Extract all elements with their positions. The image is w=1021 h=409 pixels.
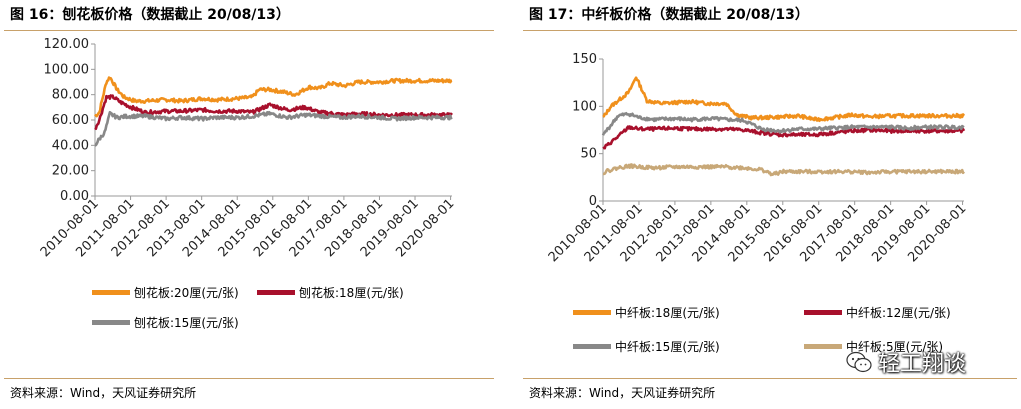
left-legend-label-2: 刨花板:15厘(元/张)	[134, 315, 239, 330]
right-series-line-0	[602, 76, 966, 123]
right-legend-item-3: 中纤板:5厘(元/张)	[804, 338, 943, 354]
left-y-tick-label-5: 100.00	[44, 62, 90, 77]
right-legend-label-3: 中纤板:5厘(元/张)	[846, 339, 944, 354]
right-series-line-2	[601, 112, 965, 136]
right-source-rule	[523, 378, 1017, 379]
left-y-tick-label-3: 60.00	[52, 113, 89, 128]
right-legend-item-0: 中纤板:18厘(元/张)	[573, 304, 720, 320]
left-y-tick-label-4: 80.00	[52, 88, 89, 103]
left-source-rule	[4, 378, 494, 379]
right-legend-swatch-2	[573, 343, 611, 349]
left-legend-swatch-1	[257, 289, 295, 295]
left-y-tick-label-6: 120.00	[44, 37, 90, 52]
right-source: 资料来源：Wind，天风证券研究所	[529, 386, 716, 400]
left-y-tick-label-0: 0.00	[60, 189, 89, 204]
left-figure-title: 图 16：刨花板价格（数据截止 20/08/13）	[10, 7, 290, 23]
right-title-rule	[523, 30, 1017, 31]
right-y-tick-label-0: 0	[589, 194, 597, 209]
right-series-line-3	[602, 163, 966, 177]
right-legend-item-1: 中纤板:12厘(元/张)	[804, 304, 951, 320]
left-y-tick-label-2: 40.00	[52, 138, 89, 153]
left-legend-swatch-0	[92, 289, 130, 295]
right-legend-label-2: 中纤板:15厘(元/张)	[615, 339, 720, 354]
left-legend-swatch-2	[92, 319, 130, 325]
left-y-tick-label-1: 20.00	[52, 164, 89, 179]
right-legend-item-2: 中纤板:15厘(元/张)	[573, 338, 720, 354]
right-y-tick-label-2: 100	[572, 99, 597, 114]
left-figure: 图 16：刨花板价格（数据截止 20/08/13） 0.00 20.00 40.00…	[0, 0, 498, 409]
left-legend-label-1: 刨花板:18厘(元/张)	[299, 285, 404, 300]
right-figure-title: 图 17：中纤板价格（数据截止 20/08/13）	[529, 7, 809, 23]
right-y-tick-label-1: 50	[580, 147, 597, 162]
wechat-icon	[846, 351, 872, 373]
right-legend-swatch-0	[573, 309, 611, 315]
left-legend-label-0: 刨花板:20厘(元/张)	[134, 285, 239, 300]
right-y-tick-label-3: 150	[572, 52, 597, 67]
left-chart: 0.0020.0040.0060.0080.00100.00120.002010…	[38, 37, 458, 260]
right-legend-swatch-3	[804, 343, 842, 349]
left-legend-item-0: 刨花板:20厘(元/张)	[92, 284, 239, 300]
right-legend-label-0: 中纤板:18厘(元/张)	[615, 305, 720, 320]
left-legend-item-1: 刨花板:18厘(元/张)	[257, 284, 404, 300]
left-title-rule	[4, 30, 494, 31]
left-series-line-2	[94, 110, 453, 147]
right-chart: 0501001502010-08-012011-08-012012-08-012…	[546, 52, 970, 265]
left-source: 资料来源：Wind，天风证券研究所	[10, 386, 197, 400]
left-series-line-0	[94, 76, 453, 118]
right-figure: 图 17：中纤板价格（数据截止 20/08/13） 0 50 100 150 2010-…	[521, 0, 1021, 409]
watermark-text: 轻工翔谈	[878, 352, 967, 377]
right-legend-swatch-1	[804, 309, 842, 315]
watermark: 轻工翔谈	[846, 346, 966, 378]
right-legend-label-1: 中纤板:12厘(元/张)	[846, 305, 951, 320]
left-legend-item-2: 刨花板:15厘(元/张)	[92, 314, 239, 330]
